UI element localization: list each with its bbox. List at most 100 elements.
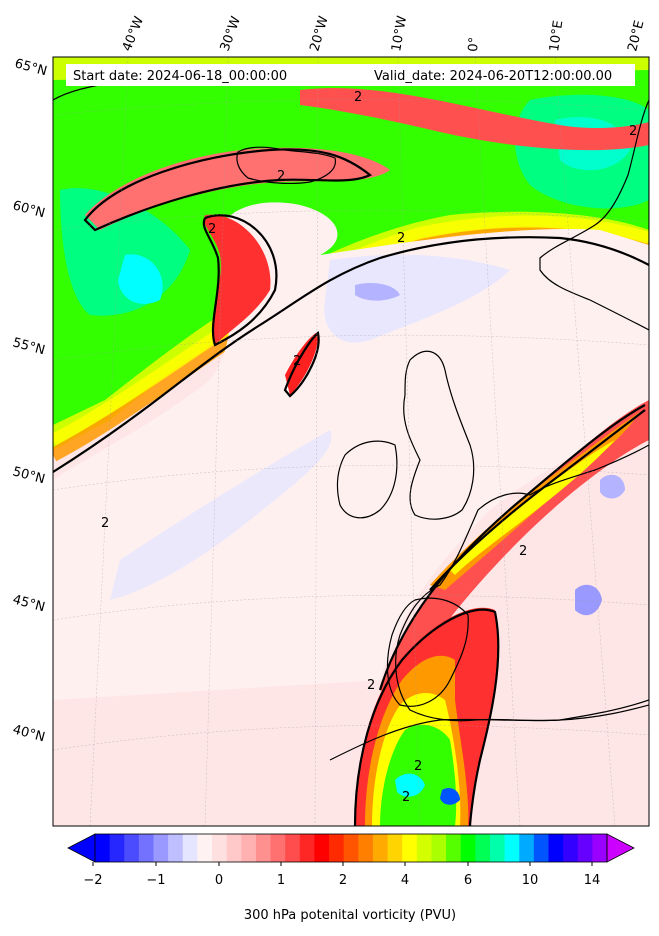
contour-label: 2 [402, 790, 410, 805]
northern-cyan-patch [118, 254, 163, 304]
colorbar-cell [475, 834, 491, 862]
lon-label: 20°E [625, 19, 647, 53]
colorbar-under-triangle [67, 833, 96, 863]
colorbar-cell [138, 834, 155, 862]
colorbar-over-triangle [606, 833, 635, 863]
contour-label: 2 [397, 231, 405, 246]
graticule [53, 57, 649, 826]
coast-scandinavia [539, 99, 649, 331]
contour-label: 2 [101, 516, 109, 531]
contour-south-cutoff [353, 608, 500, 826]
blue-patch-east-2 [600, 474, 625, 499]
lon-label: 30°W [218, 14, 244, 53]
contour-west-ridge [202, 214, 278, 347]
colorbar-cell [519, 834, 535, 862]
coast-north-africa [329, 704, 649, 761]
colorbar-cell [577, 834, 593, 862]
blue-patch-north [355, 283, 400, 301]
colorbar-tick-labels: −2 −1 0 1 2 4 6 10 14 [83, 873, 600, 888]
southern-green [380, 724, 457, 826]
colorbar-cell [226, 834, 242, 862]
colorbar-tick-label: 10 [522, 873, 539, 888]
colorbar-tick-label: −1 [146, 873, 165, 888]
contour-north-streamer [83, 148, 373, 232]
northern-red-streamer-top [300, 88, 649, 151]
colorbar-cell [314, 834, 330, 862]
contour-labels: 2 2 2 2 2 2 2 2 2 2 2 [101, 90, 637, 805]
valid-date-text: Valid_date: 2024-06-20T12:00:00.00 [374, 69, 612, 84]
colorbar-cell [285, 834, 301, 862]
colorbar-ticks [92, 862, 593, 866]
colorbar-cell [504, 834, 520, 862]
lon-label: 10°E [547, 20, 566, 53]
red-ridge-west [203, 214, 271, 345]
colorbar-cell [168, 834, 184, 862]
colorbar-cell [329, 834, 345, 862]
contour-north-band [53, 236, 649, 473]
east-streamer-yellow [450, 440, 615, 575]
blue-patch-east-1 [575, 584, 602, 616]
lon-label: 10°W [389, 15, 410, 53]
colorbar-cell [563, 834, 579, 862]
colorbar-cell [372, 834, 389, 862]
colorbar-tick-label: 0 [215, 873, 223, 888]
lat-label: 55°N [11, 335, 47, 358]
colorbar-cell [182, 834, 198, 862]
colorbar-frame [94, 833, 608, 863]
contour-label: 2 [208, 222, 216, 237]
contour-label: 2 [277, 169, 285, 184]
colorbar-cell [431, 834, 447, 862]
pv2-contours [53, 148, 649, 826]
contour-label: 2 [414, 759, 422, 774]
colorbar-cell [212, 834, 228, 862]
colorbar-cells [95, 834, 608, 862]
low-pv-tongue [53, 202, 649, 700]
lat-label: 45°N [11, 592, 47, 615]
red-streak-mid [285, 332, 319, 395]
lat-label: 65°N [13, 56, 49, 79]
pv-field: 2 2 2 2 2 2 2 2 2 2 2 Start date: 2024-0… [53, 57, 649, 826]
colorbar-label: 300 hPa potenital vorticity (PVU) [244, 908, 456, 923]
colorbar-cell [109, 834, 125, 862]
colorbar-cell [197, 834, 213, 862]
lon-label: 40°W [120, 14, 147, 53]
lon-label: 0° [466, 36, 482, 52]
contour-label: 2 [367, 678, 375, 693]
start-date-text: Start date: 2024-06-18_00:00:00 [73, 69, 287, 84]
lat-label: 60°N [11, 198, 47, 221]
contour-label: 2 [293, 354, 301, 369]
header-box [66, 64, 635, 86]
colorbar-cell [153, 834, 169, 862]
southern-cyan [395, 773, 425, 797]
coast-great-britain [403, 350, 475, 520]
colorbar-tick-label: 2 [339, 873, 347, 888]
colorbar-tick-label: 4 [401, 873, 409, 888]
coast-iceland [236, 146, 336, 184]
colorbar-tick-label: −2 [83, 873, 102, 888]
colorbar-cell [416, 834, 432, 862]
colorbar-cell [255, 834, 272, 862]
colorbar-cell [533, 834, 549, 862]
colorbar-cell [358, 834, 374, 862]
coastlines [53, 74, 649, 761]
latitude-labels: 65°N 60°N 55°N 50°N 45°N 40°N [11, 56, 49, 745]
colorbar-cell [343, 834, 359, 862]
contour-mid-streak [283, 330, 320, 398]
contour-label: 2 [354, 90, 362, 105]
lat-label: 40°N [11, 722, 47, 745]
southern-blue [440, 788, 460, 805]
colorbar-cell [241, 834, 257, 862]
coast-ireland [336, 440, 398, 519]
longitude-labels: 40°W 30°W 20°W 10°W 0° 10°E 20°E [120, 14, 648, 53]
lavender-strip [324, 254, 510, 343]
colorbar-cell [460, 834, 476, 862]
colorbar-cell [270, 834, 286, 862]
map-frame [52, 56, 650, 827]
colorbar-tick-label: 1 [277, 873, 285, 888]
colorbar-tick-label: 6 [464, 873, 472, 888]
colorbar-cell [387, 834, 403, 862]
coast-iberia [386, 597, 469, 707]
colorbar-cell [548, 834, 564, 862]
colorbar-cell [592, 834, 608, 862]
